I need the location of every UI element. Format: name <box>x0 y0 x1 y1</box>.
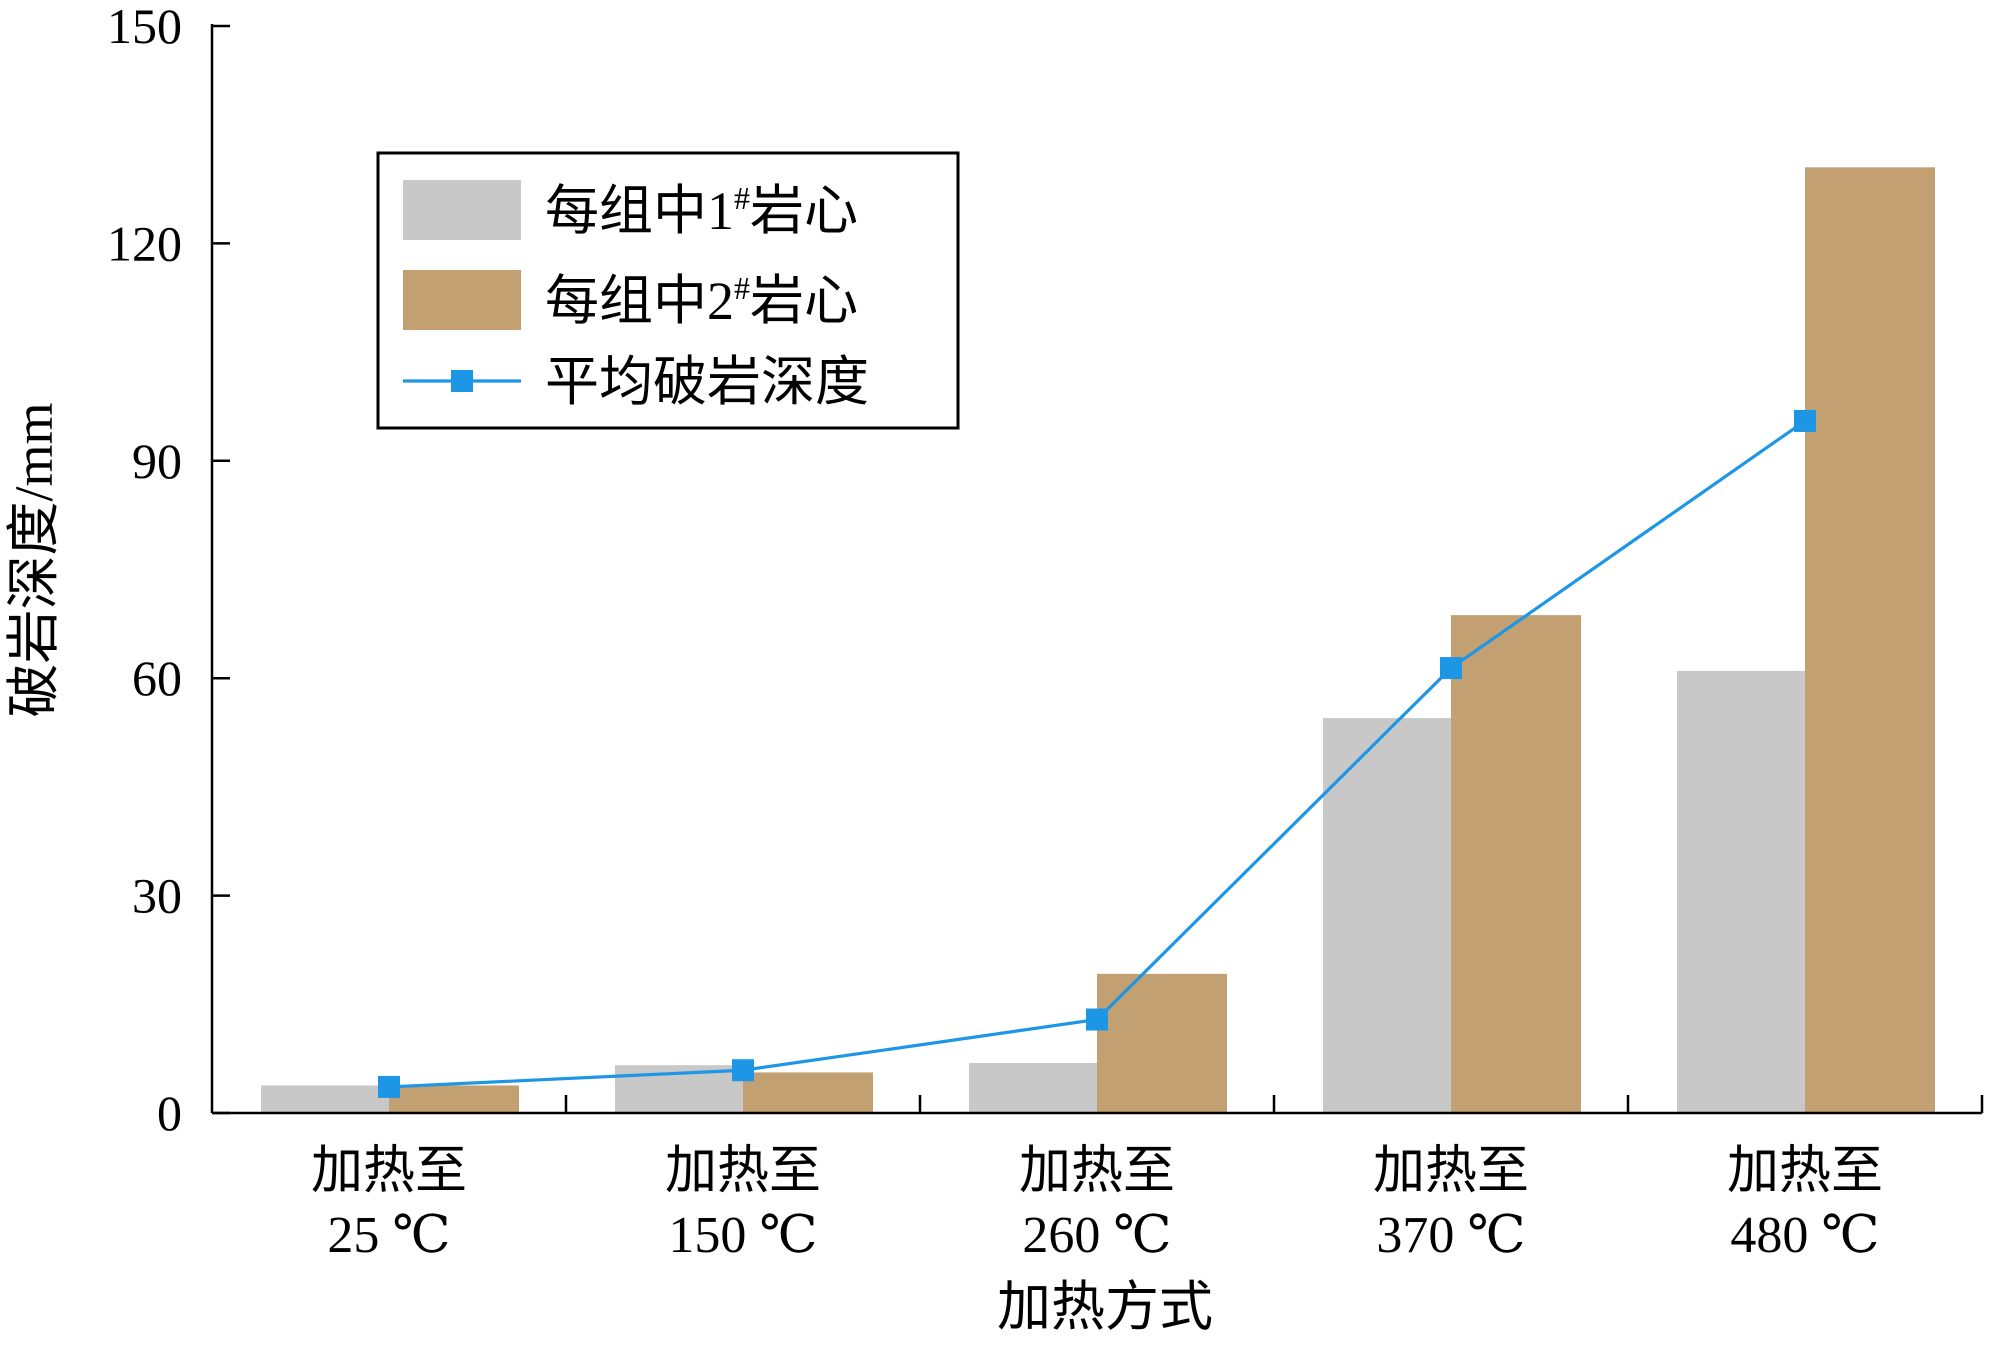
bar-series1-cat1 <box>261 1085 389 1113</box>
bar-series1-cat4 <box>1323 718 1451 1113</box>
bar-series1-cat3 <box>969 1062 1097 1113</box>
x-category-label-line1-3: 加热至 <box>1019 1143 1175 1200</box>
x-category-label-line2-5: 480 ℃ <box>1730 1207 1879 1264</box>
average-marker-cat1 <box>378 1075 400 1098</box>
tick-labels: 0 30 60 90 120 150 <box>107 0 182 1141</box>
legend-swatch-series1 <box>403 180 521 240</box>
x-category-label-line2-3: 260 ℃ <box>1022 1207 1171 1264</box>
x-category-label-line2-4: 370 ℃ <box>1376 1207 1525 1264</box>
legend-swatch-series2 <box>403 270 521 330</box>
average-marker-cat2 <box>732 1059 754 1082</box>
legend-label-series1: 每组中1#岩心 <box>545 180 858 241</box>
x-category-label-line1-1: 加热至 <box>311 1143 467 1200</box>
x-category-label-line2-1: 25 ℃ <box>327 1207 450 1264</box>
y-tick-label-2: 60 <box>132 650 182 706</box>
legend-swatch-marker <box>451 370 473 392</box>
y-tick-label-3: 90 <box>132 433 182 489</box>
bar-series2-cat4 <box>1451 615 1581 1113</box>
category-labels: 加热至 25 ℃ 加热至 150 ℃ 加热至 260 ℃ 加热至 370 ℃ 加热至 480 ℃ <box>311 1143 1883 1264</box>
x-category-label-line1-2: 加热至 <box>665 1143 821 1200</box>
y-tick-label-0: 0 <box>157 1085 182 1141</box>
x-category-label-line1-5: 加热至 <box>1727 1143 1883 1200</box>
legend-label-series3: 平均破岩深度 <box>545 352 869 412</box>
average-marker-cat3 <box>1086 1008 1108 1031</box>
y-tick-label-4: 120 <box>107 215 182 271</box>
bar-series2-cat1 <box>389 1085 519 1113</box>
average-marker-cat4 <box>1440 657 1462 680</box>
average-marker-cat5 <box>1794 409 1816 432</box>
x-category-label-line2-2: 150 ℃ <box>668 1207 817 1264</box>
x-axis-title: 加热方式 <box>997 1277 1213 1337</box>
y-tick-label-1: 30 <box>132 868 182 924</box>
average-line-layer <box>378 409 1816 1098</box>
axes <box>210 24 1984 1115</box>
legend-label-series2: 每组中2#岩心 <box>545 270 858 331</box>
bar-series2-cat3 <box>1097 973 1227 1113</box>
y-axis-title: 破岩深度/mm <box>4 402 64 717</box>
bar-series2-cat2 <box>743 1072 873 1113</box>
bar-series2-cat5 <box>1805 167 1935 1113</box>
bars-layer <box>261 167 1935 1113</box>
bar-series1-cat5 <box>1677 670 1805 1113</box>
y-tick-label-5: 150 <box>107 0 182 54</box>
x-category-label-line1-4: 加热至 <box>1373 1143 1529 1200</box>
